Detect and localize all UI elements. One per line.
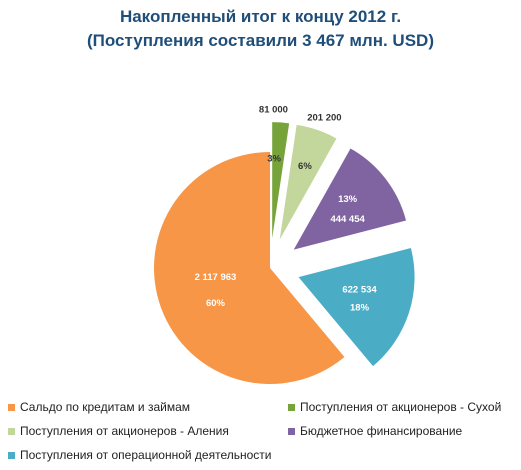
pie-chart: 2 117 963 60% 81 000 3% 201 200 6% 13% 444 454 6…	[153, 104, 415, 384]
chart-subtitle: (Поступления составили 3 467 млн. USD)	[87, 31, 434, 50]
legend-label-loans: Сальдо по кредитам и займам	[20, 400, 190, 414]
legend-item-operations: Поступления от операционной деятельности	[8, 448, 271, 462]
pie-slice-budget	[293, 148, 407, 250]
data-label-percent-budget: 13%	[338, 194, 358, 205]
pie-slice-sukhoi	[272, 122, 290, 239]
data-label-value-operations: 622 534	[342, 285, 377, 296]
legend-label-alenia: Поступления от акционеров - Аления	[20, 424, 229, 438]
legend-swatch-budget	[288, 427, 295, 435]
legend-swatch-loans	[8, 403, 15, 411]
data-label-percent-operations: 18%	[350, 303, 370, 314]
data-label-percent-alenia: 6%	[298, 161, 312, 172]
chart-title: Накопленный итог к концу 2012 г.	[119, 7, 402, 26]
legend-label-sukhoi: Поступления от акционеров - Сухой	[300, 400, 502, 414]
legend-item-loans: Сальдо по кредитам и займам	[8, 400, 190, 414]
data-label-value-alenia: 201 200	[307, 112, 341, 123]
pie-slice-loans	[153, 152, 345, 384]
legend-item-alenia: Поступления от акционеров - Аления	[8, 424, 229, 438]
legend-swatch-operations	[8, 451, 15, 459]
legend-item-sukhoi: Поступления от акционеров - Сухой	[288, 400, 501, 414]
legend-item-budget: Бюджетное финансирование	[288, 424, 462, 438]
data-label-value-loans: 2 117 963	[195, 272, 237, 283]
legend-swatch-sukhoi	[288, 403, 295, 411]
data-label-percent-loans: 60%	[206, 298, 226, 309]
pie-slice-alenia	[279, 124, 337, 240]
data-label-percent-sukhoi: 3%	[267, 153, 281, 164]
legend-label-budget: Бюджетное финансирование	[300, 424, 463, 438]
legend-swatch-alenia	[8, 427, 15, 435]
data-label-value-sukhoi: 81 000	[259, 104, 288, 115]
data-label-value-budget: 444 454	[330, 214, 365, 225]
legend-label-operations: Поступления от операционной деятельности	[20, 448, 272, 462]
pie-slice-operations	[298, 248, 415, 367]
